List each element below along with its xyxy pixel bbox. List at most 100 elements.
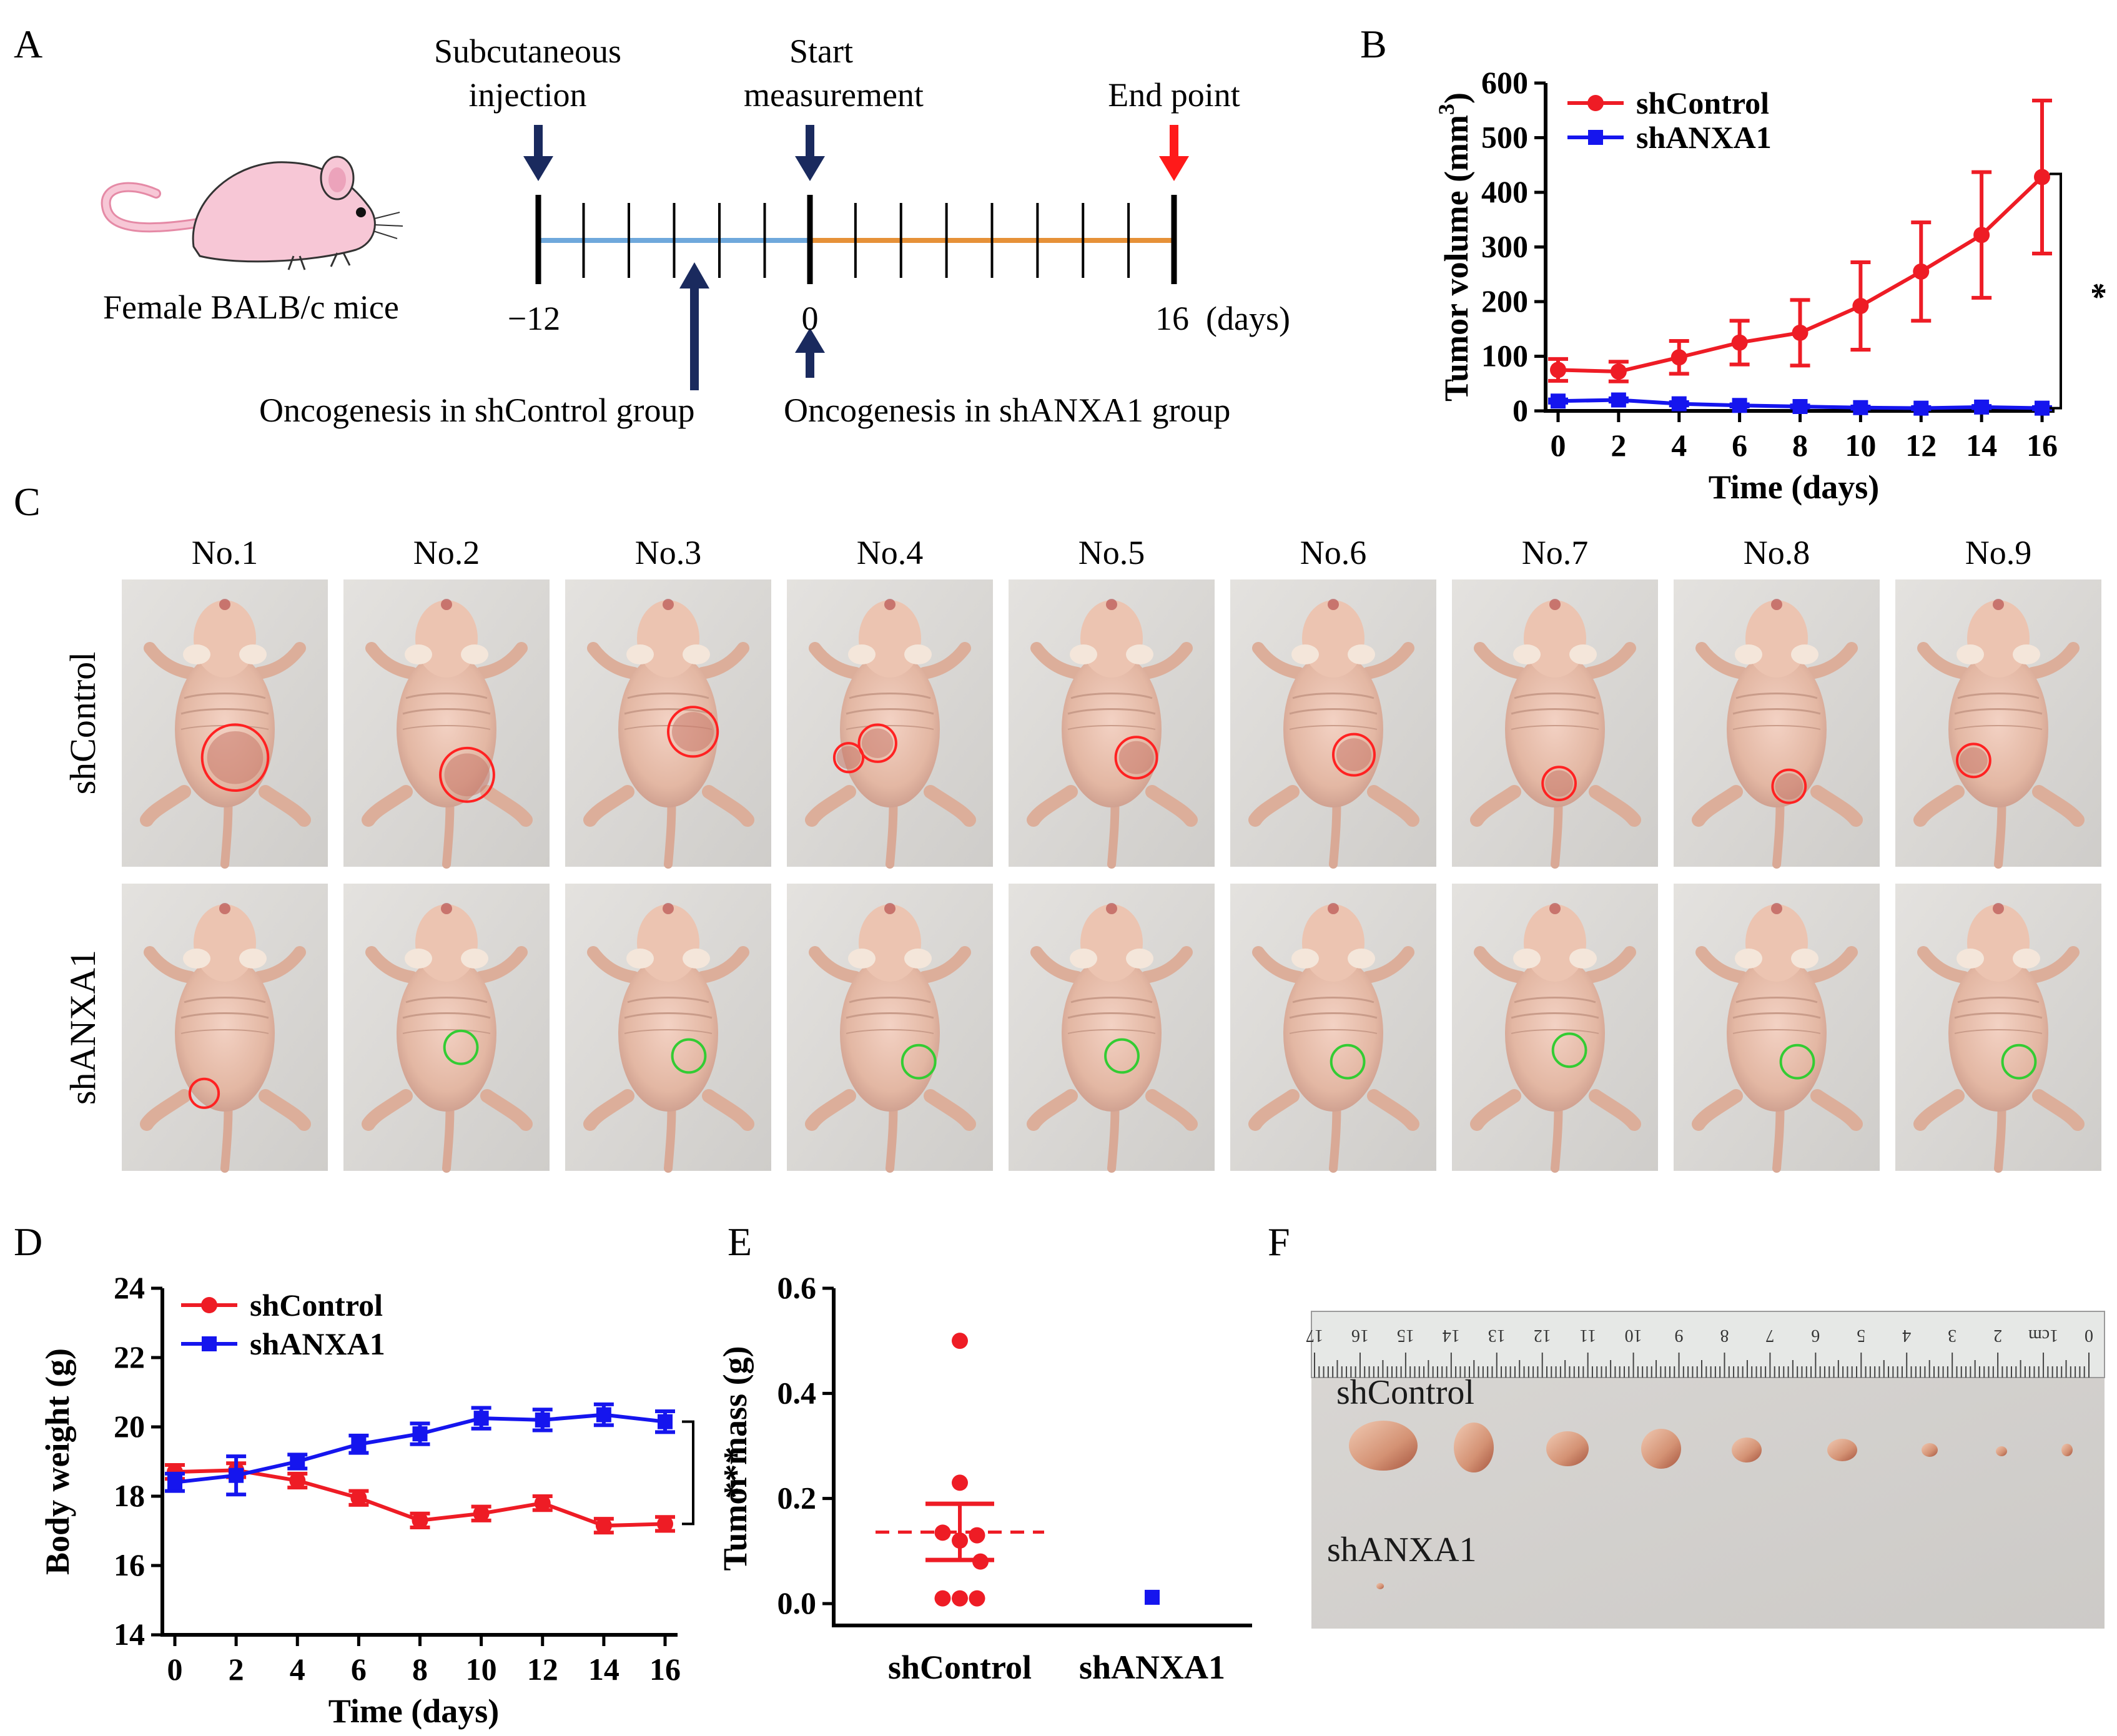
column-header: No.3	[635, 534, 702, 571]
tumor-4	[1641, 1429, 1681, 1469]
series-shControl: shControl	[1548, 86, 2052, 383]
photo-label-shcontrol: shControl	[1336, 1373, 1474, 1412]
ruler-number: 16	[1351, 1326, 1369, 1345]
x-tick-label: 8	[1792, 428, 1808, 463]
ruler-number: 10	[1625, 1326, 1642, 1345]
ruler-number: 17	[1306, 1326, 1323, 1345]
data-point-shANXA1	[351, 1436, 367, 1452]
series-shControl: shControl	[165, 1288, 675, 1535]
panel-label-b: B	[1360, 22, 1387, 66]
ruler-number: 0	[2085, 1326, 2093, 1345]
x-tick-label: 8	[412, 1652, 428, 1687]
legend-label-shControl: shControl	[1636, 86, 1769, 121]
tumor-circle-marker	[1114, 736, 1158, 780]
x-tick-label: 14	[588, 1652, 619, 1687]
y-tick-label: 500	[1481, 120, 1528, 155]
x-tick-label: 10	[1845, 428, 1876, 463]
tumor-circle-marker	[901, 1043, 937, 1080]
y-tick-label: 400	[1481, 174, 1528, 209]
y-tick-label: 16	[114, 1547, 145, 1582]
tumor-circle-marker	[1779, 1043, 1815, 1080]
end-point-label: End point	[1108, 76, 1240, 114]
legend-label-shControl: shControl	[250, 1288, 383, 1323]
row-label-shControl: shControl	[62, 652, 103, 795]
tumor-circle-marker	[1771, 768, 1807, 804]
ruler-number: 11	[1579, 1326, 1596, 1345]
data-point-shControl	[934, 1524, 951, 1541]
mouse-illustration	[101, 155, 403, 270]
legend-marker	[201, 1297, 217, 1313]
panel-label-d: D	[14, 1220, 42, 1264]
group-shANXA1	[1145, 1589, 1160, 1605]
y-tick-label: 18	[114, 1478, 145, 1513]
x-tick-label: 0	[1551, 428, 1566, 463]
tumor-circle-marker	[1956, 742, 1991, 779]
mouse-photo-shANXA1-7	[1452, 884, 1658, 1171]
column-header: No.5	[1078, 534, 1145, 571]
data-point-shControl	[969, 1527, 985, 1544]
tumor-shanxa1	[1376, 1583, 1384, 1589]
y-tick-label: 20	[114, 1409, 145, 1444]
ruler-number: 14	[1443, 1326, 1460, 1345]
tumor	[1545, 770, 1574, 797]
tumor-5	[1732, 1438, 1762, 1462]
column-header: No.1	[192, 534, 259, 571]
panel-label-c: C	[14, 480, 41, 524]
tumor-3	[1546, 1431, 1589, 1466]
tumor	[207, 731, 264, 784]
tick-label-16-days: 16 (days)	[1155, 300, 1290, 337]
photo-label-shanxa1: shANXA1	[1327, 1531, 1477, 1569]
x-tick-label: 16	[2026, 428, 2058, 463]
y-tick-label: 300	[1481, 229, 1528, 264]
oncogenesis-shcontrol-label: Oncogenesis in shControl group	[259, 392, 694, 429]
x-axis-label: Time (days)	[328, 1692, 500, 1730]
group-shControl	[876, 1333, 1044, 1607]
x-tick-label: 4	[1671, 428, 1687, 463]
start-label-line2: measurement	[744, 76, 924, 114]
y-axis-label: Body weight (g)	[39, 1348, 76, 1575]
series-shANXA1: shANXA1	[165, 1326, 675, 1497]
x-tick-label: 12	[527, 1652, 558, 1687]
data-point-shControl	[1610, 363, 1627, 380]
data-point-shANXA1	[1792, 399, 1808, 414]
data-point-shControl	[952, 1333, 968, 1349]
y-tick-label: 24	[114, 1270, 145, 1305]
data-point-shControl	[1792, 324, 1809, 341]
mouse-photo-shControl-6	[1230, 579, 1436, 867]
mouse-photo-shControl-7	[1452, 579, 1658, 867]
data-point-shANXA1	[1551, 393, 1566, 409]
y-tick-label: 0.6	[777, 1270, 817, 1305]
tumor-circle-marker	[667, 706, 719, 758]
tumor-2	[1454, 1423, 1494, 1472]
mouse-label: Female BALB/c mice	[103, 289, 399, 326]
x-tick-label: 2	[1611, 428, 1626, 463]
x-tick-label: 4	[290, 1652, 305, 1687]
panel-label-a: A	[14, 22, 42, 66]
x-tick-label: 2	[229, 1652, 244, 1687]
data-point-shControl	[2034, 169, 2050, 185]
data-point-shControl	[350, 1489, 367, 1506]
ruler-number: 12	[1534, 1326, 1551, 1345]
injection-arrow	[523, 125, 553, 181]
x-tick-label: 14	[1966, 428, 1997, 463]
tumor-9	[2061, 1444, 2073, 1456]
legend-marker	[1587, 95, 1604, 111]
data-point-shANXA1	[229, 1467, 244, 1483]
ruler-number: 4	[1902, 1326, 1911, 1345]
significance-bracket	[2050, 172, 2062, 410]
mouse-photo-shControl-5	[1009, 579, 1215, 867]
y-tick-label: 0	[1512, 393, 1528, 428]
ruler-number: 8	[1720, 1326, 1729, 1345]
x-category-label: shControl	[888, 1649, 1032, 1686]
data-point-shControl	[952, 1474, 968, 1491]
ruler	[1311, 1311, 2105, 1378]
column-header: No.4	[857, 534, 924, 571]
x-tick-label: 12	[1905, 428, 1937, 463]
mouse-photo-shANXA1-3	[565, 884, 771, 1171]
y-tick-label: 600	[1481, 65, 1528, 100]
tick-label-minus12: −12	[508, 300, 560, 337]
ruler-number: 6	[1811, 1326, 1820, 1345]
start-measurement-arrow	[795, 125, 825, 181]
y-tick-label: 0.4	[777, 1375, 817, 1410]
